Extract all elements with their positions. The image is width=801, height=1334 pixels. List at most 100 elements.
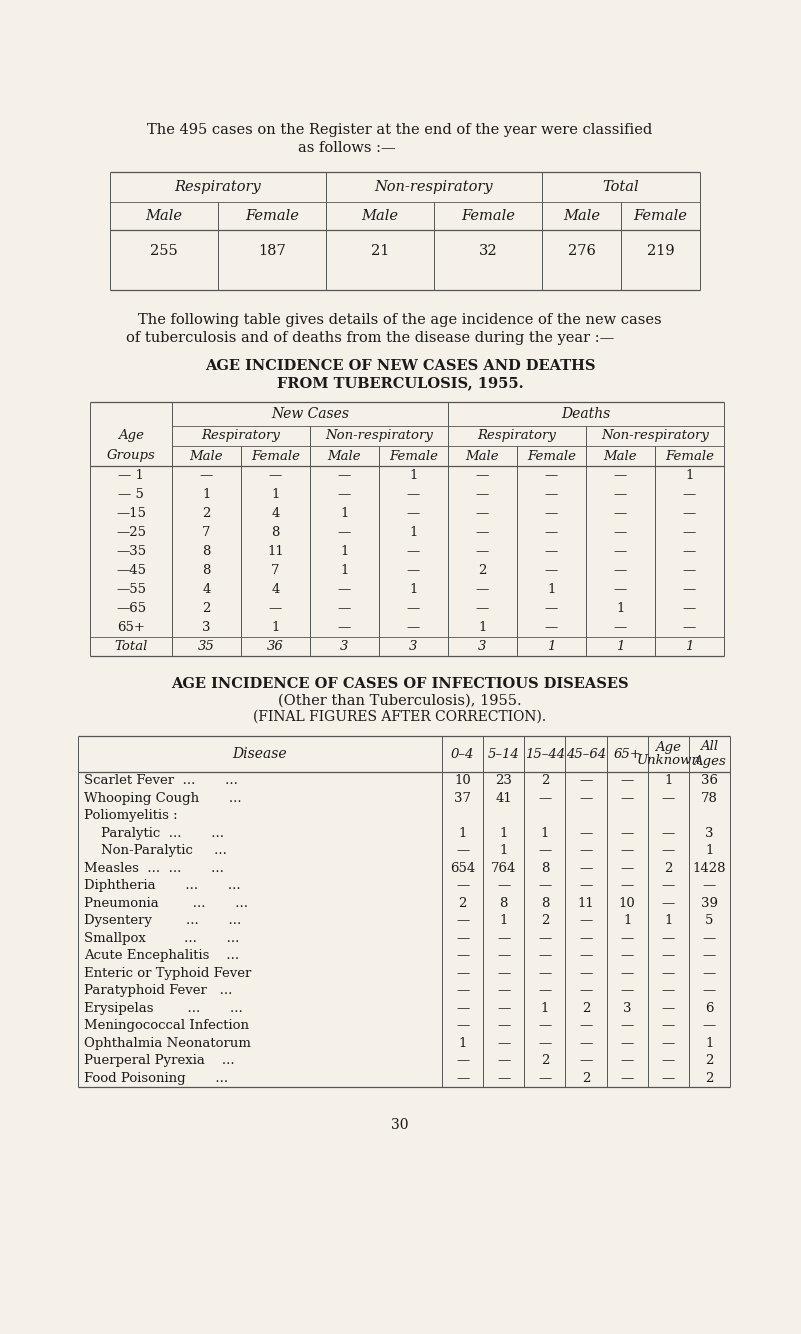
Text: 8: 8 [203,546,211,558]
Text: —: — [456,1071,469,1085]
Text: as follows :—: as follows :— [298,141,396,155]
Text: —: — [621,792,634,804]
Text: Scarlet Fever  ...       ...: Scarlet Fever ... ... [84,774,238,787]
Text: —: — [579,1019,593,1033]
Text: —: — [662,950,675,962]
Text: —: — [683,507,696,520]
Text: —: — [621,931,634,944]
Text: —: — [545,507,558,520]
Text: —: — [683,622,696,634]
Text: Male: Male [361,209,399,223]
Text: 654: 654 [450,862,475,875]
Text: 1: 1 [500,914,508,927]
Text: 3: 3 [409,640,417,654]
Text: Erysipelas        ...       ...: Erysipelas ... ... [84,1002,243,1015]
Text: —: — [621,774,634,787]
Text: —: — [456,931,469,944]
Text: 2: 2 [582,1071,590,1085]
Text: —: — [476,526,489,539]
Text: —: — [579,827,593,839]
Text: 8: 8 [541,862,549,875]
Text: —: — [338,622,351,634]
Text: Meningococcal Infection: Meningococcal Infection [84,1019,249,1033]
Text: Female: Female [245,209,299,223]
Text: —: — [476,583,489,596]
Text: 8: 8 [272,526,280,539]
Text: 4: 4 [203,583,211,596]
Text: —: — [497,1002,510,1015]
Text: —: — [662,792,675,804]
Text: 2: 2 [478,564,487,578]
Text: Enteric or Typhoid Fever: Enteric or Typhoid Fever [84,967,252,979]
Text: —: — [538,984,551,998]
Text: —: — [702,879,716,892]
Text: Age: Age [118,430,144,443]
Text: 2: 2 [541,1054,549,1067]
Text: —: — [702,950,716,962]
Text: 5–14: 5–14 [488,747,520,760]
Text: —45: —45 [116,564,146,578]
Text: —: — [456,1002,469,1015]
Text: 10: 10 [454,774,471,787]
Text: 32: 32 [479,244,497,257]
Text: Age: Age [655,740,682,754]
Text: 276: 276 [568,244,595,257]
Text: —: — [683,526,696,539]
Text: —: — [662,1019,675,1033]
Text: —: — [497,931,510,944]
Text: —: — [683,488,696,502]
Text: 2: 2 [705,1054,714,1067]
Text: Acute Encephalitis    ...: Acute Encephalitis ... [84,950,239,962]
Text: 37: 37 [454,792,471,804]
Text: —: — [683,602,696,615]
Text: 3: 3 [623,1002,631,1015]
Text: 255: 255 [150,244,178,257]
Text: —: — [683,546,696,558]
Text: Total: Total [115,640,147,654]
Text: —: — [476,546,489,558]
Text: —: — [621,1019,634,1033]
Text: —: — [407,622,421,634]
Text: —: — [338,470,351,482]
Text: —: — [614,583,627,596]
Text: 15–44: 15–44 [525,747,565,760]
Text: —: — [538,967,551,979]
Text: —: — [456,1019,469,1033]
Text: Paratyphoid Fever   ...: Paratyphoid Fever ... [84,984,232,998]
Text: Male: Male [146,209,183,223]
Text: —: — [538,950,551,962]
Text: —: — [338,602,351,615]
Text: 35: 35 [198,640,215,654]
Text: Paralytic  ...       ...: Paralytic ... ... [84,827,224,839]
Text: —: — [683,583,696,596]
Text: —: — [702,1019,716,1033]
Text: —: — [662,1002,675,1015]
Text: —: — [200,470,213,482]
Text: 2: 2 [458,896,467,910]
Text: 3: 3 [705,827,714,839]
Text: FROM TUBERCULOSIS, 1955.: FROM TUBERCULOSIS, 1955. [276,376,523,390]
Text: —: — [614,507,627,520]
Text: —: — [497,1037,510,1050]
Text: 2: 2 [705,1071,714,1085]
Text: —: — [662,1071,675,1085]
Text: 2: 2 [541,914,549,927]
Text: Male: Male [604,450,638,463]
Text: 7: 7 [272,564,280,578]
Text: 1: 1 [664,774,673,787]
Text: —: — [683,564,696,578]
Text: —: — [538,1037,551,1050]
Text: Female: Female [634,209,687,223]
Text: Pneumonia        ...       ...: Pneumonia ... ... [84,896,248,910]
Text: 1428: 1428 [693,862,727,875]
Text: AGE INCIDENCE OF NEW CASES AND DEATHS: AGE INCIDENCE OF NEW CASES AND DEATHS [205,359,595,374]
Text: 30: 30 [391,1118,409,1133]
Text: All: All [700,740,718,754]
Text: — 1: — 1 [118,470,144,482]
Text: Groups: Groups [107,450,155,463]
Text: Male: Male [328,450,361,463]
Text: 1: 1 [541,827,549,839]
Text: —: — [579,914,593,927]
Text: —: — [579,1054,593,1067]
Text: —: — [579,967,593,979]
